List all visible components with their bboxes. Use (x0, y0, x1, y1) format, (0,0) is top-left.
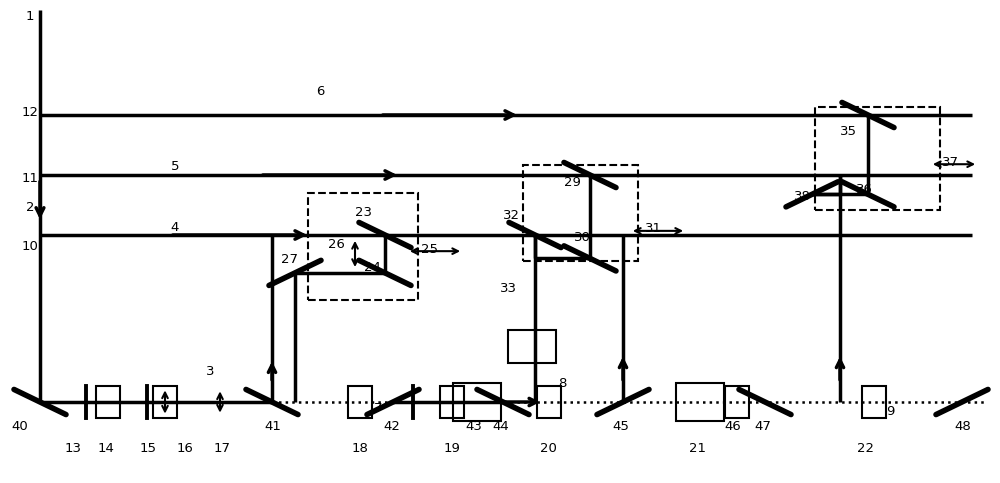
Text: 9: 9 (886, 405, 894, 418)
Text: 23: 23 (354, 206, 372, 219)
Text: 33: 33 (500, 283, 516, 295)
Text: 13: 13 (64, 442, 82, 455)
Text: 41: 41 (265, 420, 281, 432)
Text: 40: 40 (12, 420, 28, 432)
Text: 45: 45 (613, 420, 629, 432)
Text: 22: 22 (858, 442, 874, 455)
Text: 16: 16 (177, 442, 193, 455)
Text: 7: 7 (374, 402, 382, 414)
Text: 17: 17 (214, 442, 230, 455)
Text: 1: 1 (26, 11, 34, 23)
Text: 38: 38 (794, 190, 810, 203)
Text: 18: 18 (352, 442, 368, 455)
Text: 6: 6 (316, 85, 324, 98)
Text: 36: 36 (856, 183, 872, 196)
Bar (348, 386, 372, 418)
Text: 44: 44 (493, 420, 509, 432)
Bar (676, 383, 724, 421)
Bar (308, 193, 418, 300)
Text: 5: 5 (171, 160, 179, 173)
Text: 47: 47 (755, 420, 771, 432)
Bar (725, 386, 749, 418)
Text: 19: 19 (444, 442, 460, 455)
Text: 3: 3 (206, 366, 214, 378)
Text: 25: 25 (422, 243, 438, 256)
Text: 20: 20 (540, 442, 556, 455)
Text: 4: 4 (171, 221, 179, 233)
Bar (96, 386, 120, 418)
Bar (440, 386, 464, 418)
Bar (523, 165, 638, 261)
Text: 48: 48 (955, 420, 971, 432)
Bar (508, 329, 556, 363)
Text: 42: 42 (384, 420, 400, 432)
Text: 12: 12 (22, 106, 38, 118)
Text: 21: 21 (688, 442, 706, 455)
Text: 43: 43 (466, 420, 482, 432)
Text: 30: 30 (574, 231, 590, 244)
Text: 11: 11 (22, 172, 38, 185)
Text: 8: 8 (558, 378, 566, 390)
Text: 46: 46 (725, 420, 741, 432)
Text: 15: 15 (140, 442, 156, 455)
Bar (153, 386, 177, 418)
Text: 31: 31 (644, 222, 662, 235)
Text: 10: 10 (22, 240, 38, 253)
Text: 2: 2 (26, 201, 34, 214)
Text: 26: 26 (328, 239, 344, 251)
Text: 27: 27 (280, 253, 298, 266)
Bar (862, 386, 886, 418)
Text: 32: 32 (503, 210, 520, 222)
Text: 14: 14 (98, 442, 114, 455)
Text: 29: 29 (564, 176, 580, 189)
Bar (537, 386, 561, 418)
Text: 35: 35 (840, 125, 856, 138)
Text: 24: 24 (364, 261, 380, 273)
Bar (453, 383, 501, 421)
Bar (815, 107, 940, 210)
Text: 37: 37 (942, 156, 958, 169)
